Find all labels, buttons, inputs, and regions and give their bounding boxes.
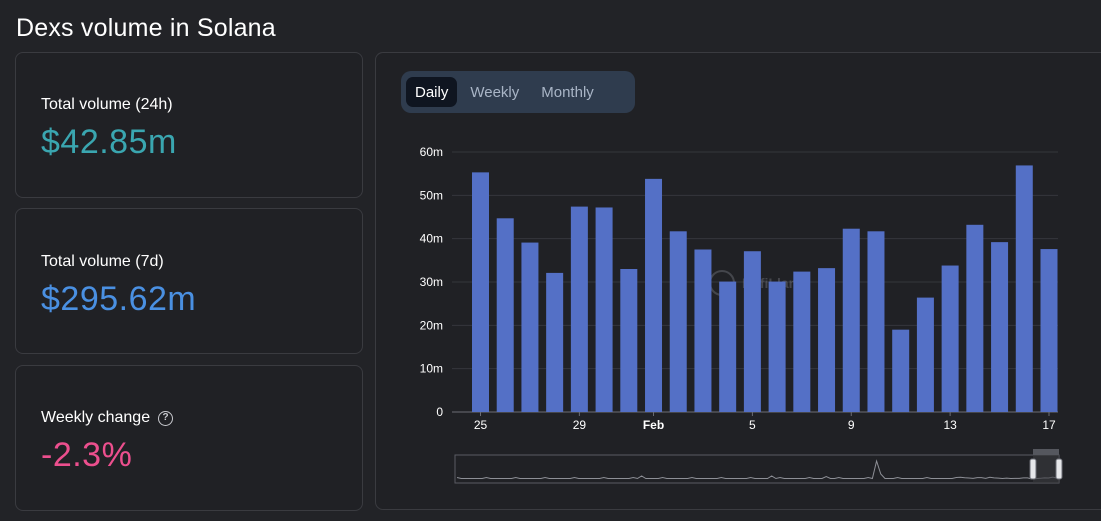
bar[interactable] — [546, 272, 564, 412]
bar[interactable] — [818, 268, 836, 412]
bar[interactable] — [669, 231, 687, 412]
total-volume-24h-label: Total volume (24h) — [41, 96, 173, 114]
zoom-selection[interactable] — [1033, 455, 1059, 483]
bar[interactable] — [521, 242, 539, 412]
x-tick-label: 29 — [573, 418, 587, 432]
bars — [472, 165, 1058, 412]
y-tick-label: 10m — [420, 362, 443, 376]
total-volume-24h-card: Total volume (24h) $42.85m — [15, 52, 363, 198]
y-tick-label: 40m — [420, 232, 443, 246]
y-tick-label: 20m — [420, 318, 443, 332]
bar[interactable] — [768, 281, 786, 412]
tab-weekly[interactable]: Weekly — [470, 83, 520, 101]
y-tick-label: 60m — [420, 145, 443, 159]
weekly-change-value: -2.3% — [41, 436, 133, 474]
total-volume-7d-value: $295.62m — [41, 280, 197, 318]
x-tick-label: 25 — [474, 418, 488, 432]
bar[interactable] — [1015, 165, 1033, 412]
bar[interactable] — [966, 224, 984, 412]
bar[interactable] — [496, 218, 514, 412]
zoom-resize-handle[interactable] — [1029, 458, 1037, 480]
bar[interactable] — [991, 242, 1009, 412]
weekly-change-label: Weekly change ? — [41, 409, 174, 427]
weekly-change-card: Weekly change ? -2.3% — [15, 365, 363, 511]
bar[interactable] — [1040, 249, 1058, 412]
bar[interactable] — [694, 249, 712, 413]
bar[interactable] — [719, 281, 737, 412]
total-volume-24h-label-text: Total volume (24h) — [41, 96, 173, 113]
zoom-slider[interactable] — [454, 449, 1063, 484]
total-volume-7d-label-text: Total volume (7d) — [41, 253, 164, 270]
chart-card: Daily Weekly Monthly — [375, 52, 1101, 510]
bar[interactable] — [941, 265, 959, 412]
period-tabs: Daily Weekly Monthly — [401, 71, 635, 113]
zoom-move-handle[interactable] — [1033, 449, 1059, 455]
tab-daily[interactable]: Daily — [406, 77, 458, 107]
overview-sparkline — [456, 459, 1058, 480]
page-title: Dexs volume in Solana — [16, 14, 276, 42]
x-tick-label: 9 — [848, 418, 855, 432]
bar[interactable] — [595, 207, 613, 412]
y-tick-label: 30m — [420, 275, 443, 289]
y-tick-label: 50m — [420, 188, 443, 202]
x-tick-label: 17 — [1042, 418, 1056, 432]
x-tick-label: 5 — [749, 418, 756, 432]
bar[interactable] — [743, 251, 761, 412]
bar[interactable] — [620, 269, 638, 412]
weekly-change-label-text: Weekly change — [41, 409, 151, 426]
bar[interactable] — [645, 178, 663, 412]
total-volume-24h-value: $42.85m — [41, 123, 177, 161]
y-tick-label: 0 — [436, 405, 443, 419]
bar[interactable] — [570, 206, 588, 412]
x-tick-label: 13 — [943, 418, 957, 432]
tab-monthly[interactable]: Monthly — [541, 83, 594, 101]
bar[interactable] — [916, 297, 934, 412]
zoom-resize-handle[interactable] — [1055, 458, 1063, 480]
bar[interactable] — [892, 329, 910, 412]
total-volume-7d-card: Total volume (7d) $295.62m — [15, 208, 363, 354]
bar[interactable] — [472, 172, 489, 412]
x-axis: 25 29 Feb 5 9 13 17 — [474, 412, 1056, 432]
bar[interactable] — [867, 231, 885, 412]
y-axis: 0 10m 20m 30m 40m 50m 60m — [420, 145, 444, 419]
help-circle-icon[interactable]: ? — [158, 410, 174, 426]
bar[interactable] — [793, 271, 811, 412]
bar[interactable] — [842, 228, 860, 412]
x-tick-label: Feb — [643, 418, 664, 432]
total-volume-7d-label: Total volume (7d) — [41, 253, 164, 271]
